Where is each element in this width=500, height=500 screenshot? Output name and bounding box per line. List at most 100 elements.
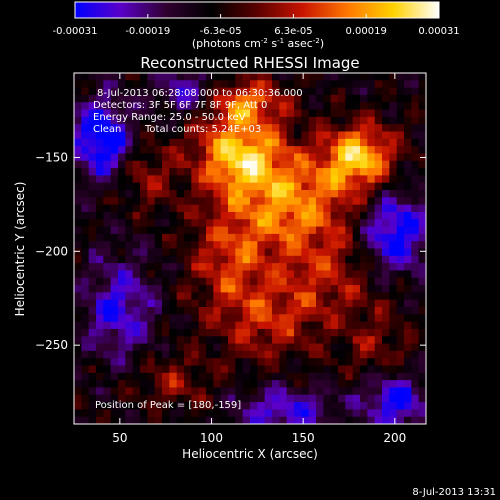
heatmap-cell bbox=[154, 277, 163, 286]
heatmap-cell bbox=[132, 343, 141, 352]
heatmap-cell bbox=[88, 175, 97, 184]
heatmap-cell bbox=[323, 138, 332, 147]
heatmap-cell bbox=[330, 87, 339, 96]
heatmap-cell bbox=[198, 241, 207, 250]
heatmap-cell bbox=[169, 321, 178, 330]
heatmap-cell bbox=[206, 219, 214, 228]
heatmap-cell bbox=[308, 160, 317, 169]
heatmap-cell bbox=[257, 343, 266, 352]
heatmap-cell bbox=[367, 372, 376, 381]
heatmap-cell bbox=[213, 328, 222, 337]
heatmap-cell bbox=[382, 263, 390, 272]
heatmap-cell bbox=[169, 124, 178, 133]
heatmap-cell bbox=[272, 350, 280, 359]
heatmap-cell bbox=[294, 402, 302, 410]
heatmap-cell bbox=[220, 138, 229, 147]
heatmap-cell bbox=[228, 102, 236, 111]
heatmap-cell bbox=[286, 168, 295, 176]
heatmap-cell bbox=[191, 131, 200, 140]
heatmap-cell bbox=[279, 219, 288, 228]
heatmap-cell bbox=[154, 168, 163, 176]
heatmap-cell bbox=[176, 211, 185, 220]
heatmap-cell bbox=[228, 80, 236, 89]
heatmap-cell bbox=[96, 402, 104, 410]
heatmap-cell bbox=[162, 409, 170, 418]
heatmap-cell bbox=[411, 116, 420, 125]
heatmap-cell bbox=[389, 365, 398, 374]
heatmap-cell bbox=[191, 241, 200, 250]
heatmap-cell bbox=[176, 109, 185, 118]
heatmap-cell bbox=[140, 211, 148, 220]
heatmap-cell bbox=[352, 160, 361, 169]
heatmap-cell bbox=[330, 336, 339, 345]
heatmap-cell bbox=[345, 146, 354, 155]
heatmap-cell bbox=[162, 204, 170, 213]
heatmap-cell bbox=[125, 131, 134, 140]
heatmap-cell bbox=[316, 211, 324, 220]
heatmap-cell bbox=[118, 277, 126, 286]
heatmap-cell bbox=[316, 328, 324, 337]
heatmap-cell bbox=[140, 314, 148, 323]
heatmap-cell bbox=[279, 409, 288, 418]
heatmap-cell bbox=[198, 350, 207, 359]
heatmap-cell bbox=[169, 211, 178, 220]
heatmap-cell bbox=[418, 175, 426, 184]
heatmap-cell bbox=[169, 307, 178, 315]
heatmap-cell bbox=[132, 73, 141, 81]
heatmap-cell bbox=[294, 394, 302, 403]
heatmap-cell bbox=[103, 343, 112, 352]
heatmap-cell bbox=[352, 226, 361, 235]
heatmap-cell bbox=[81, 263, 90, 272]
heatmap-cell bbox=[396, 153, 405, 162]
heatmap-cell bbox=[74, 416, 82, 424]
heatmap-cell bbox=[184, 292, 192, 301]
heatmap-cell bbox=[169, 219, 178, 228]
heatmap-cell bbox=[345, 131, 354, 140]
heatmap-cell bbox=[242, 307, 251, 315]
heatmap-cell bbox=[74, 394, 82, 403]
heatmap-cell bbox=[330, 358, 339, 367]
heatmap-cell bbox=[81, 299, 90, 308]
heatmap-cell bbox=[279, 116, 288, 125]
heatmap-cell bbox=[213, 336, 222, 345]
heatmap-cell bbox=[140, 263, 148, 272]
heatmap-cell bbox=[389, 336, 398, 345]
heatmap-cell bbox=[110, 87, 119, 96]
footer-timestamp: 8-Jul-2013 13:31 bbox=[412, 487, 496, 498]
heatmap-cell bbox=[118, 372, 126, 381]
heatmap-cell bbox=[345, 292, 354, 301]
heatmap-cell bbox=[374, 394, 383, 403]
heatmap-cell bbox=[162, 190, 170, 198]
heatmap-cell bbox=[228, 270, 236, 279]
heatmap-cell bbox=[279, 387, 288, 396]
heatmap-cell bbox=[162, 314, 170, 323]
heatmap-cell bbox=[294, 109, 302, 118]
heatmap-cell bbox=[213, 138, 222, 147]
heatmap-cell bbox=[235, 248, 244, 257]
heatmap-cell bbox=[118, 241, 126, 250]
heatmap-cell bbox=[242, 102, 251, 111]
heatmap-cell bbox=[103, 211, 112, 220]
heatmap-cell bbox=[316, 175, 324, 184]
heatmap-cell bbox=[140, 182, 148, 191]
heatmap-cell bbox=[411, 263, 420, 272]
heatmap-cell bbox=[147, 219, 156, 228]
heatmap-cell bbox=[147, 416, 156, 424]
heatmap-cell bbox=[184, 321, 192, 330]
heatmap-cell bbox=[147, 299, 156, 308]
heatmap-cell bbox=[132, 168, 141, 176]
heatmap-cell bbox=[206, 131, 214, 140]
heatmap-cell bbox=[110, 372, 119, 381]
heatmap-cell bbox=[345, 175, 354, 184]
heatmap-cell bbox=[96, 248, 104, 257]
heatmap-cell bbox=[81, 416, 90, 424]
heatmap-cell bbox=[411, 138, 420, 147]
heatmap-cell bbox=[176, 124, 185, 133]
heatmap-cell bbox=[338, 197, 346, 206]
heatmap-cell bbox=[338, 204, 346, 213]
heatmap-cell bbox=[81, 138, 90, 147]
heatmap-cell bbox=[110, 277, 119, 286]
heatmap-cell bbox=[389, 307, 398, 315]
heatmap-cell bbox=[228, 409, 236, 418]
heatmap-cell bbox=[103, 233, 112, 242]
